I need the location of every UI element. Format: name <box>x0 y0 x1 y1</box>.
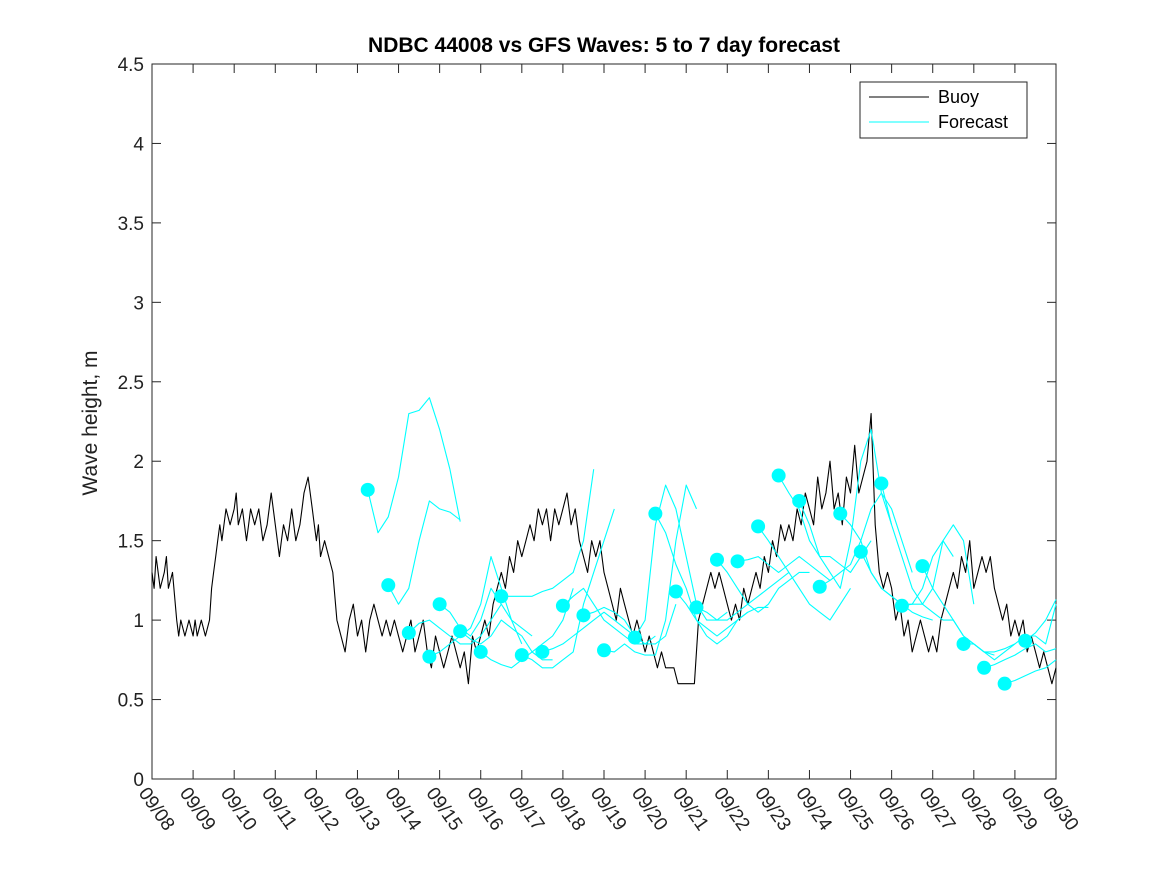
legend-box <box>859 81 1028 139</box>
y-tick-label: 4 <box>133 134 144 155</box>
forecast-series-line <box>654 513 749 645</box>
forecast-series-line <box>634 484 728 638</box>
forecast-marker-point <box>689 600 704 615</box>
forecast-series-line <box>1004 659 1057 685</box>
forecast-marker-point <box>535 644 550 659</box>
axes-frame <box>151 63 1057 780</box>
forecast-marker-point <box>997 676 1012 691</box>
forecast-marker-point <box>648 506 663 521</box>
legend-buoy-label: Buoy <box>938 87 979 107</box>
y-tick-label: 1.5 <box>118 532 144 553</box>
forecast-series-line <box>562 587 656 645</box>
legend: Buoy Forecast <box>859 81 1028 139</box>
forecast-series-line <box>367 397 461 534</box>
forecast-series-line <box>429 556 523 658</box>
forecast-series-line <box>387 500 461 605</box>
forecast-marker-point <box>792 493 807 508</box>
forecast-series-line <box>983 643 1057 669</box>
forecast-series-line <box>583 604 677 645</box>
forecast-marker-point <box>1018 633 1033 648</box>
y-tick-label: 2 <box>133 452 144 473</box>
forecast-marker-point <box>576 608 591 623</box>
forecast-series-line <box>696 571 790 621</box>
forecast-series-line <box>542 611 636 653</box>
forecast-series-line <box>798 428 893 589</box>
forecast-marker-point <box>894 598 909 613</box>
forecast-marker-point <box>432 597 447 612</box>
forecast-marker-point <box>401 625 416 640</box>
forecast-marker-point <box>422 649 437 664</box>
forecast-marker-point <box>812 579 827 594</box>
forecast-marker-point <box>453 624 468 639</box>
forecast-series-line <box>880 483 975 605</box>
legend-forecast-label: Forecast <box>938 112 1008 132</box>
forecast-marker-point <box>771 468 786 483</box>
y-tick-label: 0 <box>133 770 144 791</box>
forecast-marker-point <box>597 643 611 658</box>
forecast-marker-point <box>730 554 745 569</box>
forecast-series-line <box>819 492 913 588</box>
forecast-marker-point <box>874 476 889 491</box>
forecast-marker-point <box>473 644 488 659</box>
forecast-marker-point <box>710 552 724 567</box>
forecast-marker-point <box>494 589 509 604</box>
chart-title: NDBC 44008 vs GFS Waves: 5 to 7 day fore… <box>368 34 840 57</box>
forecast-marker-point <box>956 636 971 651</box>
forecast-marker-point <box>668 584 683 599</box>
forecast-marker-point <box>977 660 992 675</box>
forecast-marker-point <box>853 544 868 559</box>
buoy-series-line <box>151 413 1057 685</box>
forecast-marker-point <box>360 482 375 497</box>
forecast-marker-point <box>627 630 642 645</box>
forecast-series-line <box>521 508 615 669</box>
forecast-series-line <box>716 559 810 613</box>
y-tick-label: 0.5 <box>118 691 144 712</box>
y-tick-label: 3.5 <box>118 214 144 235</box>
y-tick-label: 1 <box>133 611 144 632</box>
forecast-marker-point <box>833 506 848 521</box>
forecast-series-line <box>757 526 851 621</box>
forecast-series-line <box>501 469 595 597</box>
forecast-marker-point <box>915 559 930 574</box>
plot-area: 00.511.522.533.544.509/0809/0909/1009/11… <box>118 55 1083 835</box>
forecast-marker-point <box>555 598 570 613</box>
y-tick-label: 3 <box>133 293 144 314</box>
forecast-series-line <box>737 556 831 581</box>
y-tick-label: 4.5 <box>118 55 144 76</box>
forecast-series-line <box>603 484 698 656</box>
y-tick-label: 2.5 <box>118 373 144 394</box>
y-axis-label: Wave height, m <box>79 350 102 495</box>
forecast-marker-point <box>514 648 529 663</box>
forecast-marker-point <box>751 519 766 534</box>
forecast-series-line <box>439 587 533 637</box>
forecast-marker-point <box>381 578 396 593</box>
forecast-series-line <box>963 604 1057 653</box>
